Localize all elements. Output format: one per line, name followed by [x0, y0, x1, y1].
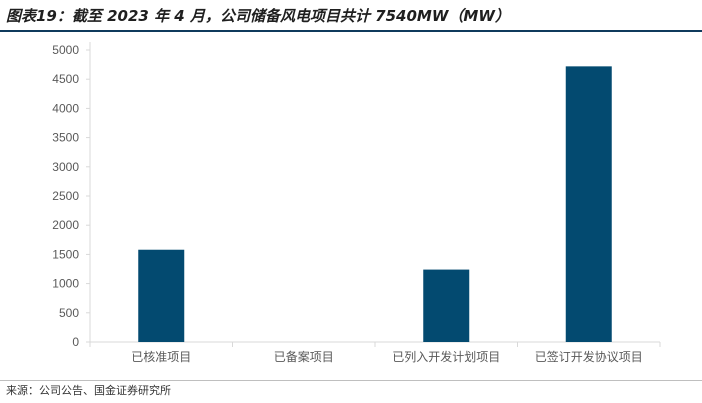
y-tick-label: 1000: [52, 277, 79, 291]
bar: [565, 66, 612, 343]
bar: [138, 249, 185, 342]
y-tick-label: 500: [59, 306, 79, 320]
title-divider: [0, 30, 702, 32]
y-tick-label: 2000: [52, 218, 79, 232]
x-tick-label: 已核准项目: [131, 350, 191, 364]
y-tick-label: 3500: [52, 131, 79, 145]
bar-chart: 0 500 1000 1500 2000 2500 3000 3500 4000 4500 5000…: [52, 42, 661, 364]
y-tick-label: 3000: [52, 160, 79, 174]
y-tick-label: 5000: [52, 43, 79, 57]
chart-title: 图表19：截至 2023 年 4 月，公司储备风电项目共计 7540MW（MW）: [6, 7, 510, 25]
bar: [423, 269, 470, 342]
y-tick-label: 0: [72, 335, 79, 349]
y-tick-label: 2500: [52, 189, 79, 203]
y-tick-label: 4500: [52, 72, 79, 86]
x-tick-label: 已签订开发协议项目: [535, 349, 643, 364]
x-tick-label: 已列入开发计划项目: [392, 349, 500, 364]
source-note: 来源：公司公告、国金证券研究所: [6, 384, 171, 397]
y-tick-label: 4000: [52, 101, 79, 115]
footer-divider: [0, 380, 702, 381]
y-tick-label: 1500: [52, 247, 79, 261]
x-tick-label: 已备案项目: [274, 349, 334, 364]
